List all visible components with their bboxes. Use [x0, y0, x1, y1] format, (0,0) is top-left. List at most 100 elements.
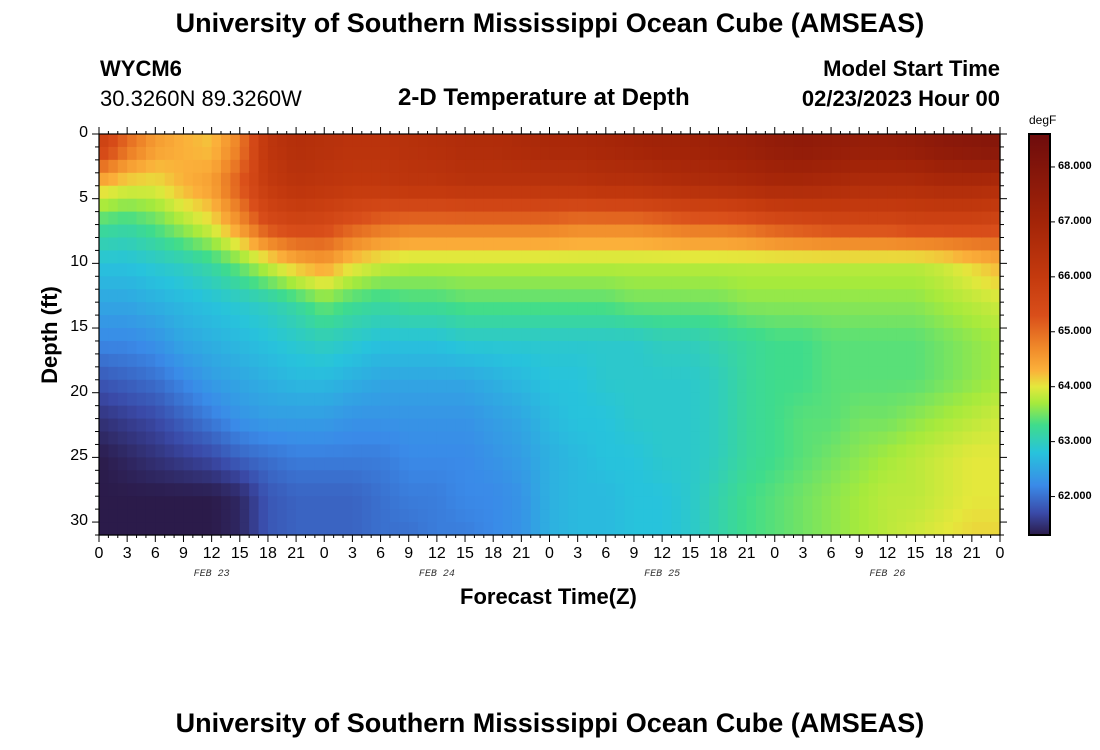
heatmap-cell — [765, 198, 776, 213]
heatmap-cell — [737, 185, 748, 200]
heatmap-cell — [493, 237, 504, 252]
heatmap-cell — [333, 522, 344, 536]
heatmap-cell — [709, 509, 720, 523]
heatmap-cell — [887, 159, 898, 174]
heatmap-cell — [164, 263, 175, 277]
heatmap-cell — [605, 289, 616, 303]
heatmap-cell — [108, 353, 119, 368]
heatmap-cell — [671, 237, 682, 252]
heatmap-cell — [953, 496, 964, 510]
heatmap-cell — [314, 444, 325, 458]
heatmap-cell — [605, 302, 616, 316]
heatmap-cell — [380, 509, 391, 523]
heatmap-cell — [558, 496, 569, 510]
heatmap-cell — [727, 237, 738, 252]
heatmap-cell — [906, 392, 917, 407]
heatmap-cell — [540, 418, 551, 433]
heatmap-cell — [737, 237, 748, 252]
heatmap-cell — [324, 483, 335, 497]
heatmap-cell — [380, 263, 391, 277]
heatmap-cell — [558, 159, 569, 174]
heatmap-cell — [183, 237, 194, 252]
heatmap-cell — [934, 172, 945, 187]
heatmap-cell — [924, 418, 935, 433]
heatmap-cell — [155, 405, 166, 420]
heatmap-cell — [333, 418, 344, 433]
heatmap-cell — [624, 289, 635, 303]
heatmap-cell — [896, 224, 907, 239]
heatmap-cell — [802, 134, 813, 148]
heatmap-cell — [296, 392, 307, 407]
heatmap-cell — [108, 198, 119, 213]
heatmap-cell — [192, 172, 203, 187]
heatmap-cell — [577, 522, 588, 536]
heatmap-cell — [267, 509, 278, 523]
heatmap-cell — [737, 224, 748, 239]
heatmap-cell — [633, 237, 644, 252]
heatmap-cell — [540, 522, 551, 536]
heatmap-cell — [568, 211, 579, 226]
heatmap-cell — [314, 224, 325, 239]
heatmap-cell — [793, 444, 804, 458]
heatmap-cell — [521, 405, 532, 420]
heatmap-cell — [981, 340, 992, 355]
heatmap-cell — [568, 431, 579, 446]
heatmap-cell — [737, 379, 748, 394]
heatmap-cell — [765, 483, 776, 497]
heatmap-cell — [990, 302, 1001, 316]
heatmap-cell — [455, 211, 466, 226]
heatmap-cell — [802, 263, 813, 277]
heatmap-cell — [343, 289, 354, 303]
heatmap-cell — [671, 328, 682, 342]
heatmap-cell — [408, 134, 419, 148]
heatmap-cell — [896, 159, 907, 174]
heatmap-cell — [174, 302, 185, 316]
day-label: FEB 24 — [418, 569, 455, 580]
heatmap-cell — [709, 315, 720, 329]
heatmap-cell — [183, 224, 194, 239]
heatmap-cell — [981, 211, 992, 226]
heatmap-cell — [615, 211, 626, 226]
heatmap-cell — [239, 405, 250, 420]
heatmap-cell — [934, 250, 945, 264]
heatmap-cell — [521, 379, 532, 394]
heatmap-cell — [258, 366, 269, 381]
heatmap-cell — [324, 392, 335, 407]
heatmap-cell — [821, 353, 832, 368]
heatmap-cell — [145, 431, 156, 446]
heatmap-cell — [587, 483, 598, 497]
heatmap-cell — [868, 470, 879, 484]
heatmap-cell — [361, 418, 372, 433]
heatmap-cell — [192, 263, 203, 277]
heatmap-cell — [249, 444, 260, 458]
heatmap-cell — [521, 172, 532, 187]
heatmap-cell — [502, 250, 513, 264]
heatmap-cell — [643, 185, 654, 200]
heatmap-cell — [877, 470, 888, 484]
heatmap-cell — [877, 263, 888, 277]
heatmap-cell — [680, 444, 691, 458]
heatmap-cell — [849, 185, 860, 200]
heatmap-cell — [981, 237, 992, 252]
heatmap-cell — [183, 340, 194, 355]
heatmap-cell — [530, 185, 541, 200]
heatmap-cell — [859, 470, 870, 484]
heatmap-cell — [174, 366, 185, 381]
heatmap-cell — [418, 159, 429, 174]
heatmap-cell — [408, 457, 419, 471]
heatmap-cell — [765, 366, 776, 381]
heatmap-cell — [408, 159, 419, 174]
heatmap-cell — [784, 340, 795, 355]
heatmap-cell — [343, 146, 354, 161]
heatmap-cell — [690, 483, 701, 497]
heatmap-cell — [633, 522, 644, 536]
heatmap-cell — [624, 185, 635, 200]
heatmap-cell — [896, 185, 907, 200]
heatmap-cell — [258, 496, 269, 510]
heatmap-cell — [990, 198, 1001, 213]
heatmap-cell — [615, 159, 626, 174]
heatmap-cell — [296, 172, 307, 187]
heatmap-cell — [633, 302, 644, 316]
heatmap-cell — [699, 250, 710, 264]
heatmap-cell — [793, 496, 804, 510]
